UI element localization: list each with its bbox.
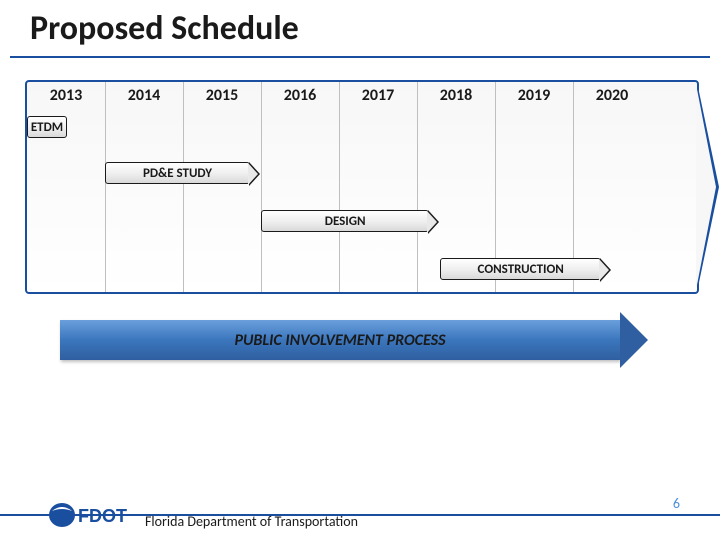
page-number: 6 (673, 495, 680, 512)
year-divider (105, 82, 106, 292)
phase-etdm: ETDM (27, 116, 67, 138)
year-header-row: 2013 2014 2015 2016 2017 2018 2019 2020 (27, 82, 697, 108)
public-involvement-label: PUBLIC INVOLVEMENT PROCESS (234, 331, 445, 350)
svg-text:FDOT: FDOT (78, 506, 127, 526)
year-label: 2016 (265, 86, 335, 105)
fdot-logo: FDOT (48, 501, 138, 534)
year-divider (417, 82, 418, 292)
year-label: 2015 (187, 86, 257, 105)
footer-department: Florida Department of Transportation (145, 513, 358, 530)
year-divider (261, 82, 262, 292)
year-label: 2014 (109, 86, 179, 105)
year-label: 2013 (31, 86, 101, 105)
phase-pd-e-study: PD&E STUDY (105, 162, 250, 184)
year-divider (183, 82, 184, 292)
title-underline (10, 56, 710, 58)
year-label: 2019 (499, 86, 569, 105)
phase-construction: CONSTRUCTION (440, 258, 601, 280)
slide-title: Proposed Schedule (30, 8, 299, 49)
year-label: 2020 (577, 86, 647, 105)
year-label: 2018 (421, 86, 491, 105)
public-involvement-arrow: PUBLIC INVOLVEMENT PROCESS (60, 320, 620, 360)
year-divider (339, 82, 340, 292)
phase-design: DESIGN (261, 210, 429, 232)
year-label: 2017 (343, 86, 413, 105)
timeline-container: 2013 2014 2015 2016 2017 2018 2019 2020 ETDM PD&… (25, 80, 699, 294)
